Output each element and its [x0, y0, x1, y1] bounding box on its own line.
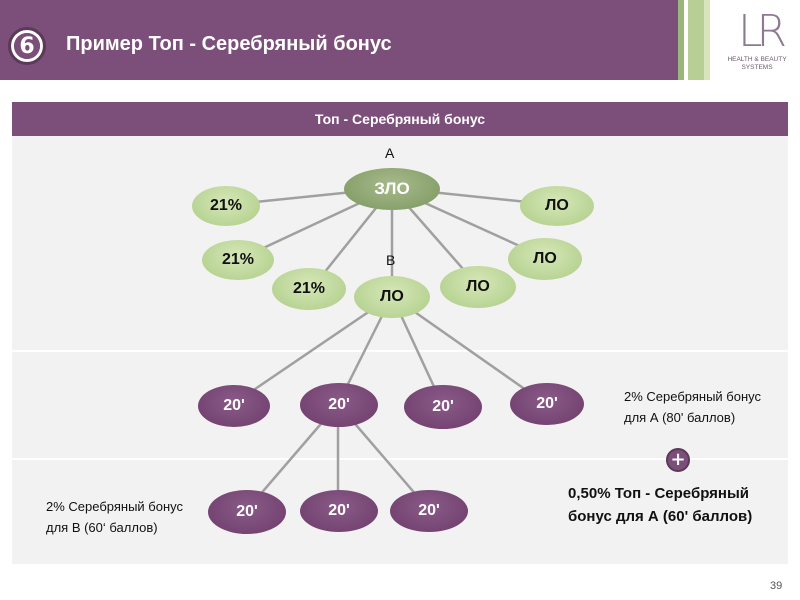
panel-title: Топ - Серебряный бонус — [12, 102, 788, 136]
brand-block: LR HEALTH & BEAUTY SYSTEMS — [678, 0, 800, 80]
page-number: 39 — [770, 580, 783, 592]
label-b: B — [386, 252, 396, 268]
node-20: 20' — [510, 383, 584, 425]
node-percent: 21% — [272, 268, 346, 310]
node-lo: ЛО — [520, 186, 594, 226]
node-20: 20' — [404, 385, 482, 429]
bonus-a-note: 2% Серебряный бонус для А (80' баллов) — [624, 386, 761, 428]
node-20: 20' — [198, 385, 270, 427]
lr-logo: LR HEALTH & BEAUTY SYSTEMS — [714, 0, 800, 80]
node-percent: 21% — [202, 240, 274, 280]
note-line: 2% Серебряный бонус — [624, 389, 762, 404]
note-line: бонус для А (60' баллов) — [568, 508, 753, 525]
node-20: 20' — [208, 490, 286, 534]
lr-logo-tagline: HEALTH & BEAUTY SYSTEMS — [727, 56, 787, 71]
node-lo: ЛО — [508, 238, 582, 280]
node-lo: ЛО — [440, 266, 516, 308]
label-a: A — [385, 145, 395, 161]
slide-number-badge: 6 — [8, 27, 46, 65]
header-bar: 6 Пример Топ - Серебряный бонус — [0, 0, 800, 80]
lr-logo-mark: LR — [738, 6, 787, 57]
note-line: 2% Серебряный бонус — [46, 499, 184, 514]
node-20: 20' — [390, 490, 468, 532]
bonus-b-note: 2% Серебряный бонус для В (60‘ баллов) — [46, 496, 183, 538]
page-title: Пример Топ - Серебряный бонус — [66, 33, 392, 55]
node-b-lo: ЛО — [354, 276, 430, 318]
band-divider — [12, 350, 788, 352]
plus-icon: + — [666, 448, 690, 472]
node-20: 20' — [300, 490, 378, 532]
node-percent: 21% — [192, 186, 260, 226]
band-divider — [12, 458, 788, 460]
note-line: для В (60‘ баллов) — [46, 520, 158, 535]
node-zlo: ЗЛО — [344, 168, 440, 210]
top-bonus-note: 0,50% Топ - Серебряный бонус для А (60' … — [568, 482, 752, 528]
note-line: 0,50% Топ - Серебряный — [568, 485, 750, 502]
node-20: 20' — [300, 383, 378, 427]
slide-number: 6 — [14, 33, 40, 59]
note-line: для А (80' баллов) — [624, 410, 736, 425]
